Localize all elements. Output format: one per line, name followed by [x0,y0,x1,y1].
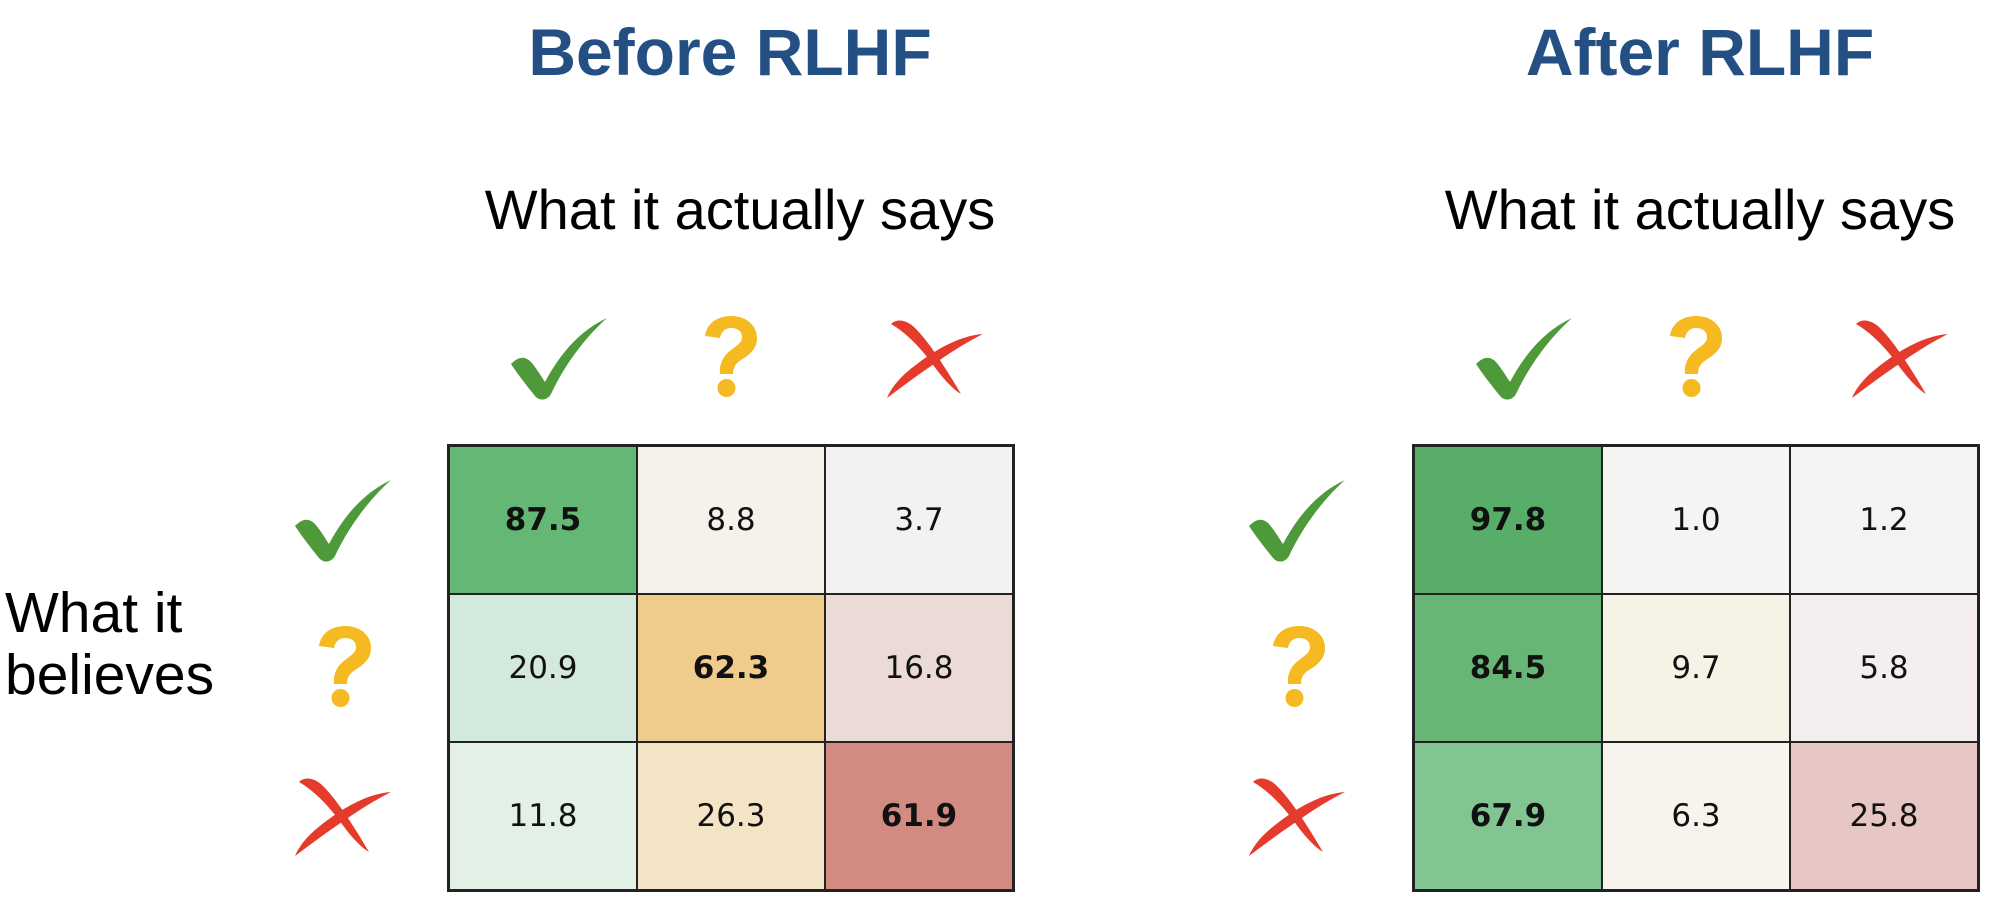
heatmap-cell: 26.3 [637,742,825,890]
heatmap-cell: 67.9 [1414,742,1602,890]
y-axis-label-line-2: believes [5,643,215,707]
question-mark-icon [1666,316,1726,398]
heatmap-cell: 1.0 [1602,446,1790,594]
cross-mark-icon [885,316,985,400]
heatmap-cell: 16.8 [825,594,1013,742]
heatmap-cell: 1.2 [1790,446,1978,594]
question-mark-icon [1269,626,1329,708]
y-axis-label-line-1: What it [5,581,183,645]
x-axis-label-before: What it actually says [484,178,996,241]
heatmap-cell: 84.5 [1414,594,1602,742]
heatmap-cell: 25.8 [1790,742,1978,890]
heatmap-cell: 87.5 [449,446,637,594]
heatmap-cell: 9.7 [1602,594,1790,742]
heatmap-cell: 97.8 [1414,446,1602,594]
check-mark-icon [509,316,609,400]
heatmap-cell: 11.8 [449,742,637,890]
heatmap-after: 97.8 1.0 1.2 84.5 9.7 5.8 67.9 6.3 25.8 [1412,444,1980,892]
heatmap-cell: 8.8 [637,446,825,594]
check-mark-icon [1474,316,1574,400]
heatmap-cell: 61.9 [825,742,1013,890]
cross-mark-icon [1850,316,1950,400]
heatmap-cell: 62.3 [637,594,825,742]
heatmap-cell: 6.3 [1602,742,1790,890]
question-mark-icon [701,316,761,398]
cross-mark-icon [293,774,393,858]
panel-title-before: Before RLHF [528,15,932,89]
question-mark-icon [315,626,375,708]
check-mark-icon [1247,478,1347,562]
panel-title-after: After RLHF [1525,15,1875,89]
x-axis-label-after: What it actually says [1444,178,1956,241]
cross-mark-icon [1247,774,1347,858]
check-mark-icon [293,478,393,562]
heatmap-before: 87.5 8.8 3.7 20.9 62.3 16.8 11.8 26.3 61.9 [447,444,1015,892]
y-axis-label: What it believes [5,582,245,706]
heatmap-cell: 3.7 [825,446,1013,594]
heatmap-cell: 5.8 [1790,594,1978,742]
heatmap-cell: 20.9 [449,594,637,742]
